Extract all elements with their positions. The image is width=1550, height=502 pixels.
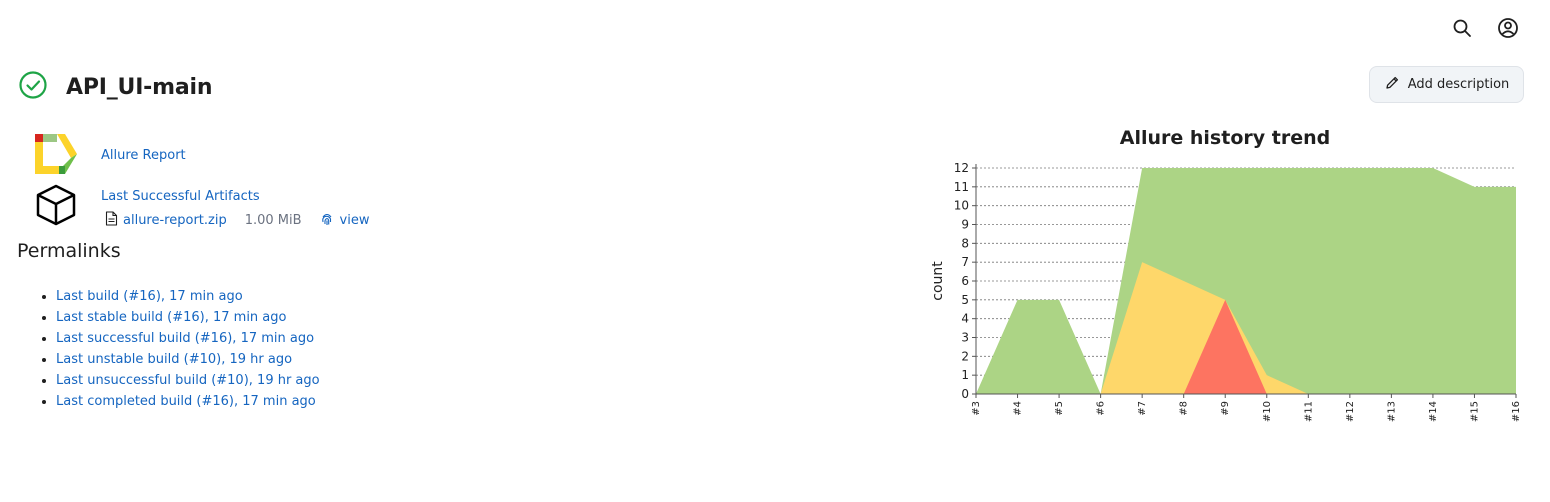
x-tick-label: #3 — [971, 401, 982, 416]
y-tick-label: 3 — [961, 331, 969, 345]
allure-report-action — [33, 132, 79, 178]
permalinks-list: Last build (#16), 17 min ago Last stable… — [18, 286, 320, 412]
pencil-icon — [1384, 75, 1400, 95]
list-item: Last unsuccessful build (#10), 19 hr ago — [56, 370, 320, 391]
y-tick-label: 0 — [961, 387, 969, 401]
list-item: Last unstable build (#10), 19 hr ago — [56, 349, 320, 370]
permalink-last-build[interactable]: Last build (#16), 17 min ago — [56, 289, 243, 304]
x-tick-label: #14 — [1428, 401, 1439, 422]
x-tick-label: #16 — [1511, 401, 1522, 422]
permalink-last-unstable-build[interactable]: Last unstable build (#10), 19 hr ago — [56, 352, 293, 367]
artifact-file-link[interactable]: allure-report.zip — [123, 213, 227, 228]
y-tick-label: 8 — [961, 236, 969, 250]
search-icon[interactable] — [1450, 16, 1474, 40]
check-circle-icon — [18, 70, 48, 104]
y-tick-label: 5 — [961, 293, 969, 307]
x-tick-label: #8 — [1179, 401, 1190, 416]
y-axis-label: count — [930, 261, 946, 301]
permalink-last-stable-build[interactable]: Last stable build (#16), 17 min ago — [56, 310, 287, 325]
x-tick-label: #6 — [1096, 401, 1107, 416]
y-tick-label: 7 — [961, 255, 969, 269]
x-tick-label: #12 — [1345, 401, 1356, 422]
permalink-last-completed-build[interactable]: Last completed build (#16), 17 min ago — [56, 394, 316, 409]
artifact-row: allure-report.zip 1.00 MiB view — [105, 211, 369, 230]
chart-title: Allure history trend — [1119, 127, 1331, 149]
artifact-view-link[interactable]: view — [339, 213, 370, 228]
y-tick-label: 6 — [961, 274, 969, 288]
x-tick-label: #7 — [1137, 401, 1148, 416]
x-tick-label: #11 — [1303, 401, 1314, 422]
artifact-size: 1.00 MiB — [244, 213, 302, 228]
allure-report-link[interactable]: Allure Report — [101, 148, 186, 163]
y-tick-label: 1 — [961, 368, 969, 382]
y-tick-label: 4 — [961, 312, 969, 326]
y-tick-label: 2 — [961, 349, 969, 363]
x-tick-label: #10 — [1262, 401, 1273, 422]
artifacts-action — [33, 182, 79, 228]
y-tick-label: 10 — [954, 199, 969, 213]
x-tick-label: #9 — [1220, 401, 1231, 416]
permalinks-heading: Permalinks — [17, 240, 121, 262]
x-tick-label: #5 — [1054, 401, 1065, 416]
user-circle-icon[interactable] — [1496, 16, 1520, 40]
file-icon — [105, 211, 118, 230]
permalink-last-successful-build[interactable]: Last successful build (#16), 17 min ago — [56, 331, 315, 346]
list-item: Last stable build (#16), 17 min ago — [56, 307, 320, 328]
y-tick-label: 11 — [954, 180, 969, 194]
series-area-0 — [976, 168, 1516, 394]
job-title-row: API_UI-main — [18, 70, 212, 104]
x-tick-label: #15 — [1469, 401, 1480, 422]
add-description-button[interactable]: Add description — [1369, 66, 1524, 103]
header-toolbar — [1450, 16, 1520, 40]
list-item: Last completed build (#16), 17 min ago — [56, 391, 320, 412]
last-successful-artifacts-link[interactable]: Last Successful Artifacts — [101, 189, 260, 204]
x-tick-label: #4 — [1013, 401, 1024, 416]
add-description-label: Add description — [1407, 77, 1510, 92]
x-tick-label: #13 — [1386, 401, 1397, 422]
y-tick-label: 9 — [961, 218, 969, 232]
page-title: API_UI-main — [66, 74, 213, 100]
allure-logo-icon — [33, 132, 79, 178]
series-area-2 — [976, 299, 1516, 394]
fingerprint-icon[interactable] — [320, 212, 334, 230]
y-tick-label: 12 — [954, 161, 969, 175]
list-item: Last successful build (#16), 17 min ago — [56, 328, 320, 349]
list-item: Last build (#16), 17 min ago — [56, 286, 320, 307]
package-box-icon — [33, 182, 79, 228]
permalink-last-unsuccessful-build[interactable]: Last unsuccessful build (#10), 19 hr ago — [56, 373, 320, 388]
